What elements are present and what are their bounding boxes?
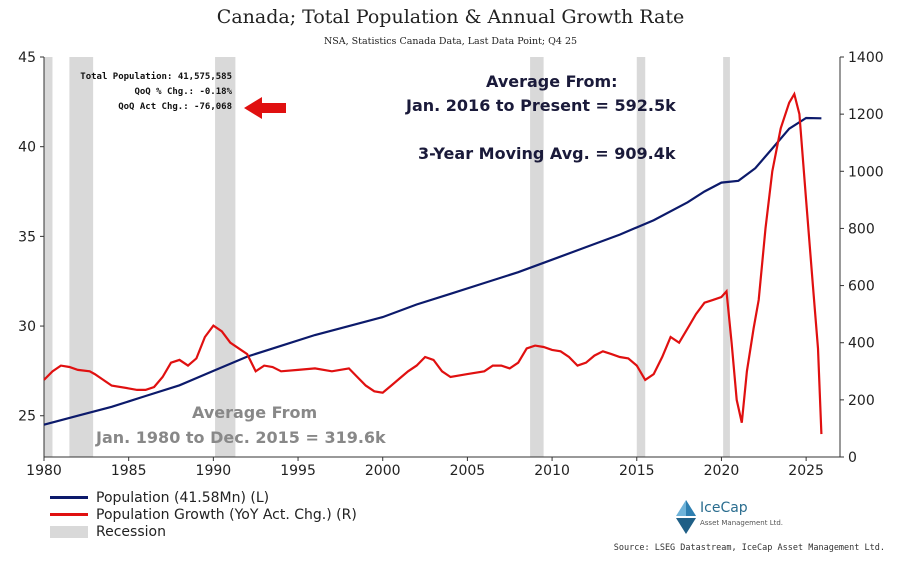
annot-avg-recent: Jan. 2016 to Present = 592.5k [406,96,676,115]
y-left-tick-label: 25 [18,409,36,425]
y-right-tick-label: 1200 [848,107,884,123]
annot-avg-old: Jan. 1980 to Dec. 2015 = 319.6k [96,428,386,447]
annot-avg-old-heading: Average From [192,403,318,422]
legend: Population (41.58Mn) (L) Population Grow… [50,489,357,540]
legend-item-population: Population (41.58Mn) (L) [50,489,357,506]
x-tick-label: 2020 [704,463,740,479]
y-left-tick-label: 40 [18,140,36,156]
legend-label-population: Population (41.58Mn) (L) [96,489,270,506]
legend-swatch-population [50,496,88,499]
annot-avg-heading: Average From: [486,72,618,91]
source-note: Source: LSEG Datastream, IceCap Asset Ma… [613,543,885,553]
annot-moving-avg: 3-Year Moving Avg. = 909.4k [418,144,676,163]
x-tick-label: 2005 [450,463,486,479]
recession-bands [44,57,730,457]
y-right-tick-label: 1000 [848,164,884,180]
x-tick-label: 1985 [111,463,147,479]
recession-band-0 [44,57,53,457]
legend-item-growth: Population Growth (YoY Act. Chg.) (R) [50,506,357,523]
legend-swatch-recession [50,525,88,538]
legend-swatch-growth [50,513,88,516]
population-line [43,116,822,426]
growth-line [43,91,823,435]
recession-band-5 [723,57,730,457]
logo-subtitle: Asset Management Ltd. [700,519,784,527]
recession-band-1 [69,57,94,457]
x-tick-label: 2015 [619,463,655,479]
legend-label-growth: Population Growth (YoY Act. Chg.) (R) [96,506,357,523]
y-left-tick-label: 45 [18,50,36,66]
y-right-tick-label: 200 [848,393,875,409]
chart-title: Canada; Total Population & Annual Growth… [216,6,685,28]
y-right-tick-label: 600 [848,279,875,295]
info-qoq-act: QoQ Act Chg.: -76,068 [118,102,232,112]
logo-name: IceCap [700,500,748,516]
recession-band-3 [530,57,544,457]
legend-item-recession: Recession [50,523,357,540]
x-tick-label: 1990 [196,463,232,479]
x-tick-label: 1995 [280,463,316,479]
info-qoq-pct: QoQ % Chg.: -0.18% [134,87,232,97]
y-right-tick-label: 800 [848,221,875,237]
info-total-population: Total Population: 41,575,585 [80,72,232,82]
y-right-tick-label: 0 [848,450,857,466]
recession-band-4 [636,57,646,457]
y-axis-left: 25 30 35 40 45 [18,50,44,425]
x-axis-ticks: 1980 1985 1990 1995 2000 2005 2010 2015 2020 2025 [26,457,824,479]
x-tick-label: 2000 [365,463,401,479]
chart-subtitle: NSA, Statistics Canada Data, Last Data P… [323,36,578,47]
y-left-tick-label: 30 [18,319,36,335]
legend-label-recession: Recession [96,523,166,540]
x-tick-label: 1980 [26,463,62,479]
x-tick-label: 2010 [534,463,570,479]
icecap-logo-icon [676,500,696,534]
y-right-tick-label: 400 [848,336,875,352]
x-tick-label: 2025 [788,463,824,479]
y-axis-right: 0 200 400 600 800 1000 1200 1400 [840,50,884,466]
y-left-tick-label: 35 [18,229,36,245]
recession-band-2 [215,57,236,457]
red-arrow-icon [244,97,286,119]
y-right-tick-label: 1400 [848,50,884,66]
axes [43,57,841,458]
